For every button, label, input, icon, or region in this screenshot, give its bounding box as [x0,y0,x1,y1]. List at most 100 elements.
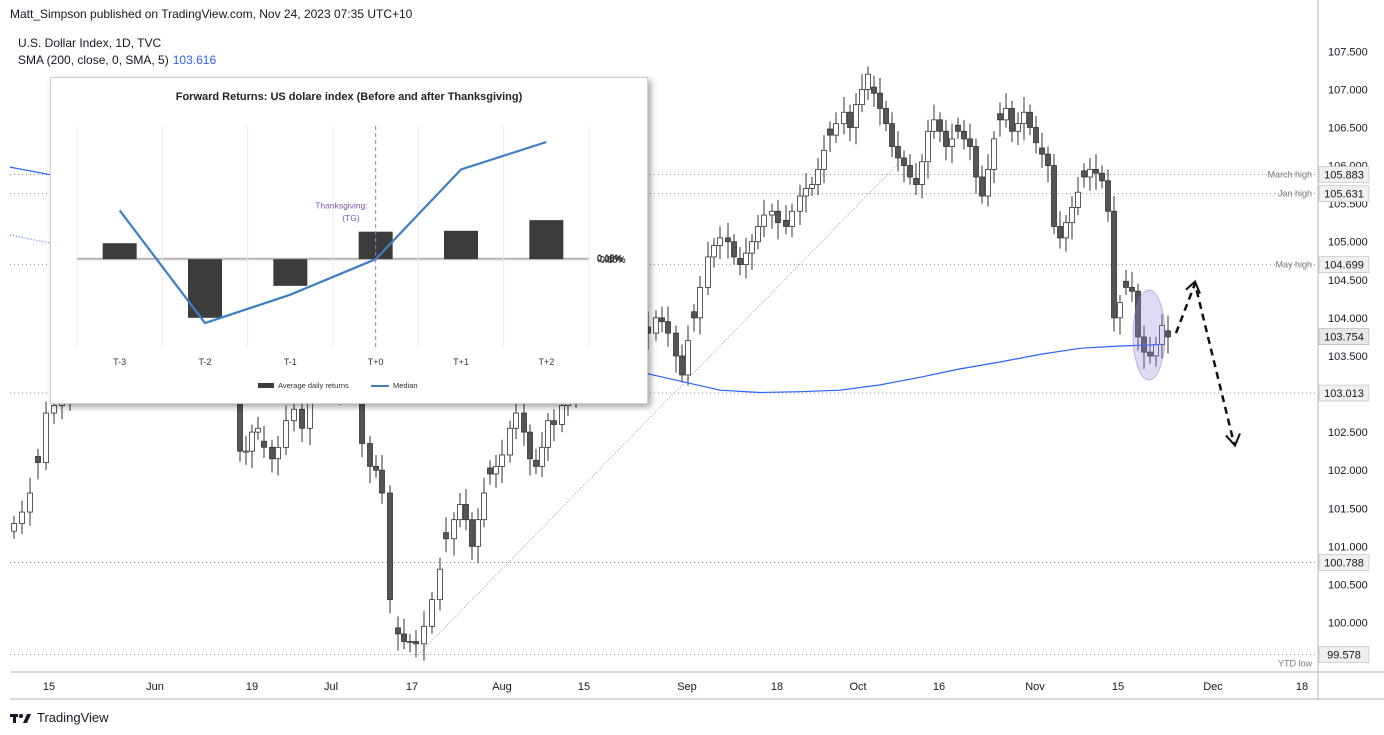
candle-body [725,237,731,243]
candle-body [1015,123,1021,132]
inset-y-tick: 0.05% [597,254,623,264]
candle-body [997,113,1003,121]
candle-body [451,519,457,540]
sma-secondary-line [9,234,51,244]
x-tick-label: 15 [43,681,55,693]
y-tick-label: 104.000 [1328,313,1368,325]
candle-body [783,219,789,227]
candle-body [859,89,865,106]
candle-body [367,443,373,467]
inset-x-tick: T-3 [113,357,126,367]
level-label: YTD low [1278,659,1313,669]
candle-body [737,258,743,265]
price-tags: 105.883 105.631 104.699 103.013 100.788 99.57… [1318,166,1370,663]
candle-body [475,519,481,547]
candle-body [1129,287,1135,292]
candle-body [551,420,557,425]
inset-x-tick: T+0 [368,357,384,367]
candle-body [871,86,877,94]
legend-sma[interactable]: SMA (200, close, 0, SMA, 5) 103.616 [18,53,216,67]
candle-body [307,401,313,429]
candle-body [291,408,297,422]
footer[interactable]: TradingView [10,710,109,725]
price-tag-bg [1318,554,1370,571]
candle-body [457,504,463,521]
candle-body [275,446,281,460]
candle-body [943,130,949,147]
candle-body [1051,165,1057,227]
candle-body [1105,180,1111,212]
price-tag-bg [1318,646,1370,663]
candle-body [11,523,17,532]
candle-body [961,130,967,140]
trendline-line [419,161,901,654]
price-tag: 105.883 [1324,169,1364,181]
candle-body [691,311,697,319]
inset-event-label-2: (TG) [342,213,360,223]
candle-body [521,412,527,433]
candle-body [43,412,49,463]
candle-body [991,138,997,170]
candle-body [421,625,427,645]
candle-body [437,568,443,601]
y-tick-label: 100.000 [1328,617,1368,629]
candle-body [1165,330,1171,338]
candle-body [19,511,25,524]
candle-body [533,459,539,467]
x-axis-ticks: 15 Jun 19 Jul 17 Aug 15 Sep 18 Oct 16 Nov 15 Dec 18 [43,681,1308,693]
candle-body [761,214,767,227]
candle-body [559,405,565,425]
y-tick-label: 102.000 [1328,465,1368,477]
inset-title: Forward Returns: US dolare index (Before… [176,91,523,103]
x-tick-label: 18 [771,681,783,693]
candle-body [749,241,755,254]
sma-value: 103.616 [172,53,217,67]
candle-body [1117,302,1123,319]
y-tick-label: 104.500 [1328,275,1368,287]
y-axis-ticks: 100.000 100.500 101.000 101.500 102.000 102.5… [1328,46,1368,629]
candle-body [1135,290,1141,338]
inset-y-tick: 0.10% [597,253,623,263]
candle-body [1147,351,1153,357]
x-tick-label: 17 [406,681,418,693]
price-tag: 99.578 [1327,650,1361,662]
price-tag: 105.631 [1324,189,1364,201]
candle-body [255,427,261,433]
inset-bar [444,230,478,260]
current-price-tag: 103.754 [1324,332,1364,344]
candle-body [1027,111,1033,128]
highlight-ellipse [1132,289,1166,381]
inset-bar [529,220,564,260]
y-tick-label: 107.000 [1328,84,1368,96]
candle-body [499,454,505,467]
candle-body [697,287,703,319]
inset-x-tick: T+1 [453,357,469,367]
candle-body [789,210,795,227]
current-price-tag-bg [1318,328,1370,345]
candle-body [545,420,551,448]
candle-body [673,332,679,357]
legend-symbol[interactable]: U.S. Dollar Index, 1D, TVC [18,36,162,50]
candles [11,66,1171,661]
candle-body [705,256,711,288]
candle-body [731,241,737,258]
candle-body [833,123,839,136]
inset-y-tick: 0.00% [597,254,623,264]
projection-arrowhead-down [1225,433,1241,448]
candle-body [883,108,889,125]
projection-arrows [1174,279,1241,448]
price-tag-bg [1318,166,1370,183]
candle-body [937,119,943,132]
candle-body [743,252,749,265]
price-tag: 103.013 [1324,388,1364,400]
candle-body [387,492,393,601]
candle-body [243,450,249,453]
candle-body [901,157,907,166]
y-tick-label: 107.500 [1328,46,1368,58]
candle-body [469,519,475,547]
candle-body [481,492,487,521]
level-label: March high [1267,169,1312,179]
x-tick-label: Dec [1203,681,1223,693]
inset-x-tick: T-1 [284,357,297,367]
